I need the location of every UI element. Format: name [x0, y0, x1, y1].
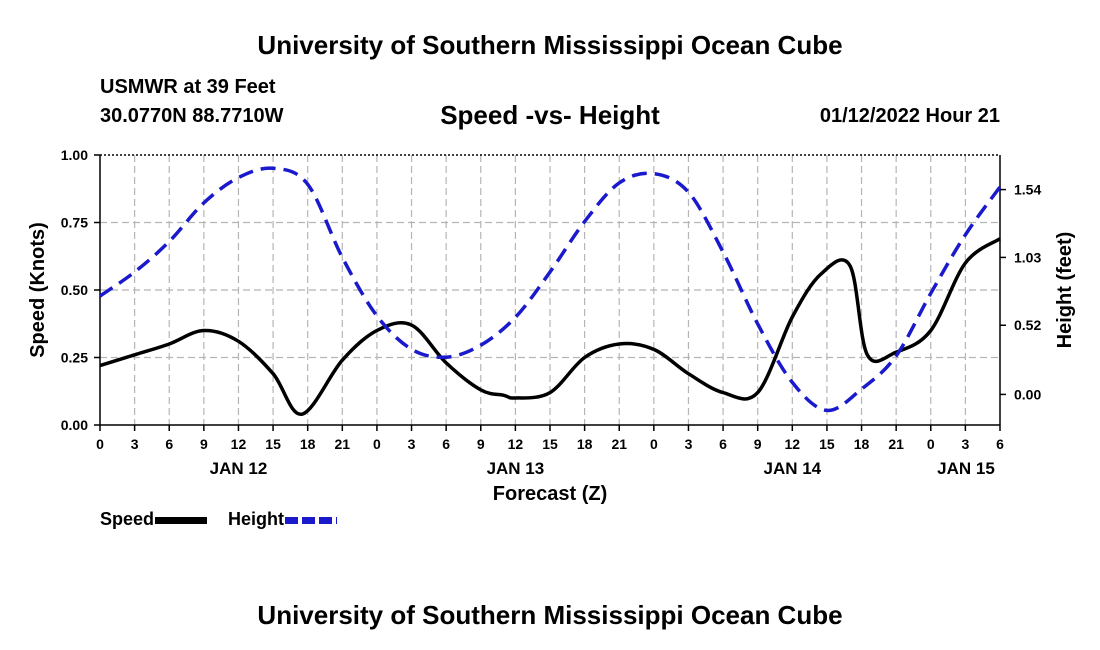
x-axis-tick-label: 15	[819, 436, 835, 452]
station-label: USMWR at 39 Feet	[100, 76, 276, 98]
x-axis-tick-label: 3	[131, 436, 139, 452]
x-axis-tick-label: 21	[611, 436, 627, 452]
x-axis-tick-label: 9	[477, 436, 485, 452]
left-axis-tick-label: 0.00	[61, 417, 88, 433]
x-axis-tick-label: 0	[927, 436, 935, 452]
right-axis-tick-label: 0.52	[1014, 317, 1041, 333]
x-axis-tick-label: 12	[508, 436, 524, 452]
x-axis-tick-label: 6	[165, 436, 173, 452]
x-axis-tick-label: 0	[96, 436, 104, 452]
x-axis-tick-label: 12	[231, 436, 247, 452]
x-axis-tick-label: 3	[685, 436, 693, 452]
x-axis-tick-label: 3	[408, 436, 416, 452]
x-axis-date-label: JAN 14	[763, 459, 821, 478]
x-axis-tick-label: 3	[961, 436, 969, 452]
left-axis-tick-label: 0.25	[61, 350, 88, 366]
right-axis-tick-label: 0.00	[1014, 386, 1041, 402]
left-axis-tick-label: 0.75	[61, 215, 88, 231]
x-axis-tick-label: 12	[785, 436, 801, 452]
right-axis-tick-label: 1.54	[1014, 182, 1041, 198]
footer-title: University of Southern Mississippi Ocean…	[257, 600, 843, 630]
legend-height-label: Height	[228, 509, 285, 529]
x-axis-tick-label: 6	[996, 436, 1004, 452]
forecast-datetime: 01/12/2022 Hour 21	[819, 105, 1000, 127]
legend-height-swatch	[285, 516, 338, 524]
y-axis-title-right: Height (feet)	[1054, 232, 1076, 349]
x-axis-tick-label: 18	[577, 436, 593, 452]
left-axis-tick-label: 0.50	[61, 282, 88, 298]
legend-speed-swatch	[155, 516, 208, 524]
right-axis-tick-label: 1.03	[1014, 249, 1041, 265]
series-line-speed	[99, 237, 1002, 416]
x-axis-tick-label: 15	[265, 436, 281, 452]
x-axis-tick-label: 9	[754, 436, 762, 452]
x-axis-title: Forecast (Z)	[493, 483, 607, 505]
legend: Speed Height	[100, 509, 353, 530]
x-axis-tick-label: 0	[650, 436, 658, 452]
chart-subtitle: Speed -vs- Height	[440, 100, 660, 130]
left-axis-tick-label: 1.00	[61, 147, 88, 163]
x-axis-date-label: JAN 12	[210, 459, 268, 478]
chart-title: University of Southern Mississippi Ocean…	[257, 30, 843, 60]
legend-speed: Speed	[100, 509, 208, 530]
station-coordinates: 30.0770N 88.7710W	[100, 105, 284, 127]
x-axis-tick-label: 18	[854, 436, 870, 452]
x-axis-date-label: JAN 13	[487, 459, 545, 478]
x-axis-tick-label: 15	[542, 436, 558, 452]
legend-speed-label: Speed	[100, 509, 155, 529]
x-axis-tick-label: 21	[335, 436, 351, 452]
x-axis-tick-label: 21	[888, 436, 904, 452]
y-axis-title-left: Speed (Knots)	[27, 222, 49, 358]
x-axis-tick-label: 6	[719, 436, 727, 452]
x-axis-tick-label: 18	[300, 436, 316, 452]
x-axis-date-label: JAN 15	[937, 459, 995, 478]
legend-height: Height	[228, 509, 338, 530]
x-axis-tick-label: 0	[373, 436, 381, 452]
series-line-height	[99, 166, 1002, 413]
x-axis-tick-label: 9	[200, 436, 208, 452]
x-axis-tick-label: 6	[442, 436, 450, 452]
